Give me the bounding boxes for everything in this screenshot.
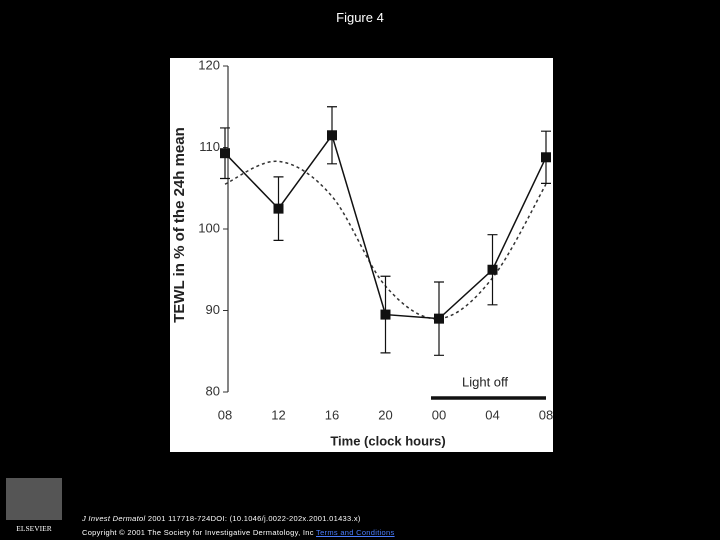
terms-link[interactable]: Terms and Conditions [316,528,395,537]
annotation: Light off [462,374,508,389]
data-point [380,309,391,320]
data-point [273,203,284,214]
copyright: Copyright © 2001 The Society for Investi… [82,528,314,537]
y-tick-label: 110 [199,139,220,154]
publisher-logo [6,478,62,520]
x-tick-label: 08 [539,407,553,422]
copyright-line: Copyright © 2001 The Society for Investi… [82,528,395,537]
x-tick-label: 00 [432,407,446,422]
data-point [434,313,444,324]
y-tick-label: 80 [206,383,220,398]
data-point [327,130,337,141]
citation: J Invest Dermatol 2001 117718-724DOI: (1… [82,514,361,523]
x-axis-label: Time (clock hours) [330,433,445,448]
slide-title: Figure 4 [336,10,384,25]
x-tick-label: 04 [485,407,499,422]
x-tick-label: 16 [325,407,339,422]
y-tick-label: 100 [198,220,220,235]
y-tick-label: 120 [198,57,220,72]
x-tick-label: 20 [378,407,392,422]
chart-panel [170,58,553,452]
x-tick-label: 08 [218,407,232,422]
data-point [541,152,551,163]
y-tick-label: 90 [206,302,220,317]
y-axis-label: TEWL in % of the 24h mean [171,127,188,323]
data-point [220,148,230,159]
journal: J Invest Dermatol [82,514,146,523]
publisher-name: ELSEVIER [16,524,52,533]
citation-text: 2001 117718-724DOI: (10.1046/j.0022-202x… [147,514,361,523]
data-point [487,264,498,275]
x-tick-label: 12 [271,407,285,422]
